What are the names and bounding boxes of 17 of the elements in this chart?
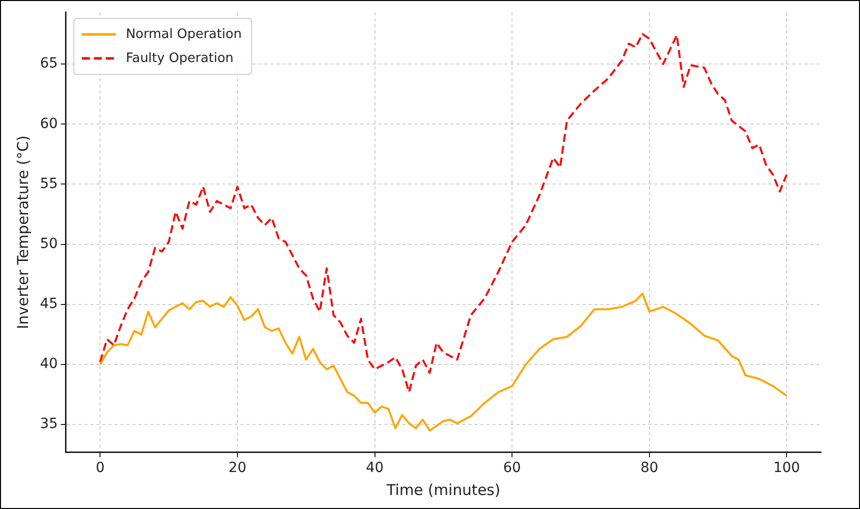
y-axis-title: Inverter Temperature (°C) — [14, 135, 32, 330]
x-tick-label: 80 — [640, 460, 658, 476]
x-tick-label: 60 — [503, 460, 521, 476]
y-tick-label: 50 — [40, 236, 58, 252]
y-tick-label: 60 — [40, 116, 58, 132]
x-tick-label: 40 — [366, 460, 384, 476]
y-tick-label: 65 — [40, 56, 58, 72]
y-tick-label: 40 — [40, 356, 58, 372]
x-tick-label: 20 — [228, 460, 246, 476]
legend-label: Normal Operation — [126, 26, 242, 42]
y-tick-label: 45 — [40, 296, 58, 312]
y-tick-label: 35 — [40, 416, 58, 432]
x-tick-label: 100 — [773, 460, 800, 476]
x-axis-title: Time (minutes) — [385, 480, 500, 499]
y-tick-label: 55 — [40, 176, 58, 192]
x-tick-label: 0 — [96, 460, 105, 476]
legend-label: Faulty Operation — [126, 50, 234, 66]
